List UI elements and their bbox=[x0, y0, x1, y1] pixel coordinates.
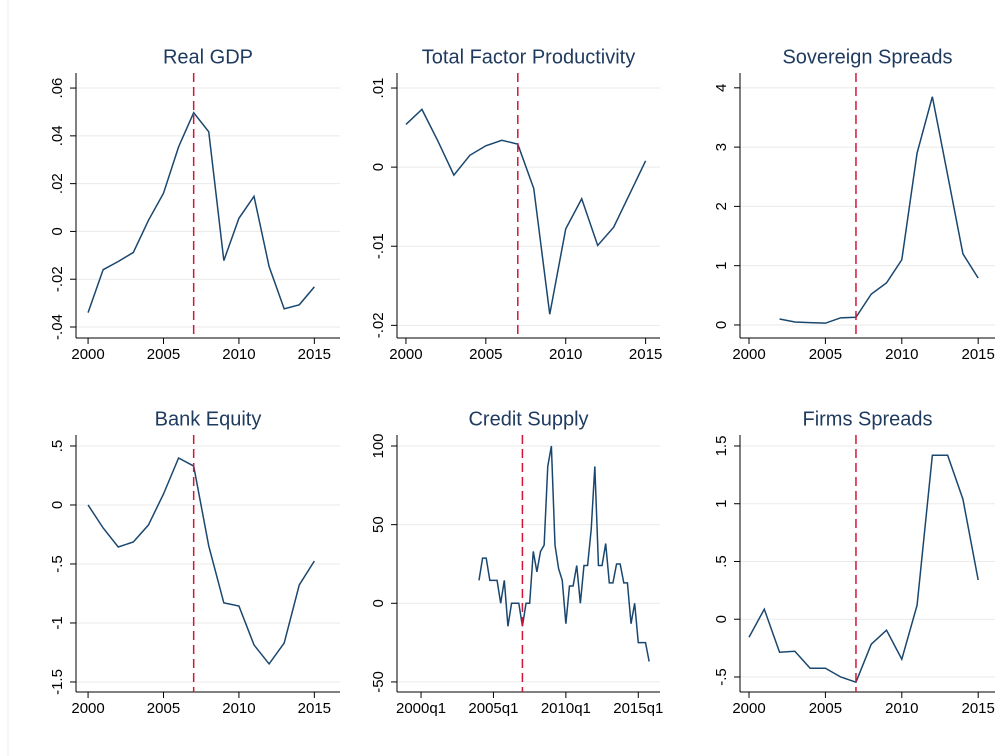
y-tick-label: -.04 bbox=[49, 314, 66, 340]
y-tick-label: .04 bbox=[49, 125, 66, 146]
data-line bbox=[405, 108, 647, 315]
y-tick-label: 4 bbox=[713, 84, 730, 92]
y-tick-label: -.01 bbox=[370, 233, 387, 259]
x-tick-label: 2010q1 bbox=[541, 700, 591, 717]
y-tick-label: .06 bbox=[49, 78, 66, 99]
x-tick-label: 2005 bbox=[147, 700, 180, 717]
data-line bbox=[87, 456, 315, 666]
x-tick-label: 2015 bbox=[629, 346, 662, 363]
y-tick-label: 0 bbox=[713, 321, 730, 329]
y-tick-label: -1 bbox=[49, 616, 66, 629]
x-tick-label: 2010 bbox=[549, 346, 582, 363]
x-tick-label: 2015 bbox=[298, 346, 331, 363]
y-tick-label: -1.5 bbox=[49, 669, 66, 695]
y-tick-label: 100 bbox=[370, 433, 387, 458]
y-tick-label: -.5 bbox=[713, 668, 730, 686]
y-tick-label: .02 bbox=[49, 173, 66, 194]
y-tick-label: 1 bbox=[713, 500, 730, 508]
chart-title: Credit Supply bbox=[468, 408, 588, 430]
chart-title: Firms Spreads bbox=[802, 408, 932, 430]
x-tick-label: 2000 bbox=[732, 346, 765, 363]
y-tick-label: -.02 bbox=[49, 266, 66, 292]
y-tick-label: 0 bbox=[370, 599, 387, 607]
data-line bbox=[748, 454, 979, 684]
x-tick-label: 2015 bbox=[298, 700, 331, 717]
y-tick-label: 0 bbox=[49, 227, 66, 235]
chart-title: Bank Equity bbox=[155, 408, 262, 430]
y-tick-label: 2 bbox=[713, 202, 730, 210]
data-line bbox=[779, 96, 979, 324]
data-line bbox=[87, 111, 315, 313]
y-tick-label: 3 bbox=[713, 143, 730, 151]
x-tick-label: 2000 bbox=[71, 346, 104, 363]
x-tick-label: 2005q1 bbox=[468, 700, 518, 717]
data-line bbox=[478, 445, 650, 662]
y-tick-label: .01 bbox=[370, 78, 387, 99]
x-tick-label: 2010 bbox=[885, 346, 918, 363]
x-tick-label: 2000 bbox=[389, 346, 422, 363]
x-tick-label: 2015 bbox=[962, 346, 995, 363]
x-tick-label: 2000 bbox=[71, 700, 104, 717]
chart-title: Real GDP bbox=[163, 46, 253, 68]
y-tick-label: 0 bbox=[49, 501, 66, 509]
y-tick-label: .5 bbox=[49, 440, 66, 453]
x-tick-label: 2005 bbox=[809, 700, 842, 717]
y-tick-label: 0 bbox=[370, 163, 387, 171]
x-tick-label: 2010 bbox=[222, 346, 255, 363]
y-tick-label: -50 bbox=[370, 671, 387, 693]
x-tick-label: 2000 bbox=[732, 700, 765, 717]
y-tick-label: .5 bbox=[713, 555, 730, 568]
x-tick-label: 2010 bbox=[885, 700, 918, 717]
x-tick-label: 2000q1 bbox=[396, 700, 446, 717]
y-tick-label: 1.5 bbox=[713, 436, 730, 457]
y-tick-label: 1 bbox=[713, 262, 730, 270]
x-tick-label: 2005 bbox=[809, 346, 842, 363]
chart-title: Sovereign Spreads bbox=[782, 46, 952, 68]
x-tick-label: 2015q1 bbox=[613, 700, 663, 717]
x-tick-label: 2005 bbox=[469, 346, 502, 363]
chart-title: Total Factor Productivity bbox=[422, 46, 635, 68]
x-tick-label: 2010 bbox=[222, 700, 255, 717]
y-tick-label: -.02 bbox=[370, 312, 387, 338]
y-tick-label: 0 bbox=[713, 615, 730, 623]
y-tick-label: -.5 bbox=[49, 555, 66, 573]
x-tick-label: 2015 bbox=[962, 700, 995, 717]
y-tick-label: 50 bbox=[370, 516, 387, 533]
x-tick-label: 2005 bbox=[147, 346, 180, 363]
